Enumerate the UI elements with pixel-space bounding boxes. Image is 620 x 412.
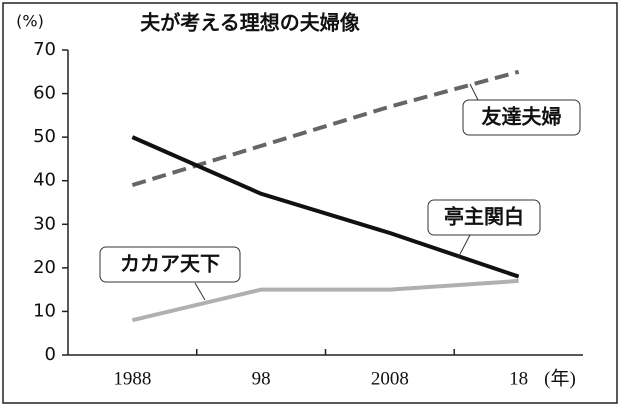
callout-box: [427, 199, 541, 236]
data-line: [131, 135, 520, 279]
series-label: 友達夫婦: [482, 105, 562, 129]
chart-title: 夫が考える理想の夫婦像: [140, 11, 360, 35]
y-tick-label: 20: [33, 257, 56, 278]
x-tick-label: 2008: [371, 368, 409, 389]
y-tick-label: 0: [45, 344, 56, 365]
y-tick-label: 50: [33, 126, 56, 147]
callout-pointer: [469, 83, 479, 101]
series-label: カカア天下: [120, 252, 220, 276]
callout-pointer: [194, 282, 206, 301]
callout-pointer: [457, 234, 471, 259]
y-tick-label: 60: [33, 83, 56, 104]
x-axis-label: (年): [544, 367, 576, 389]
callout-box: [99, 246, 241, 283]
callout-box: [462, 99, 581, 136]
y-tick-label: 40: [33, 170, 56, 191]
data-line: [131, 69, 520, 187]
x-tick-label: 18: [509, 368, 528, 389]
y-tick-label: 70: [33, 39, 56, 60]
series-label: 亭主関白: [444, 205, 524, 229]
y-tick-label: 10: [33, 300, 56, 321]
y-tick-label: 30: [33, 213, 56, 234]
y-axis-label: (%): [16, 12, 44, 31]
data-line: [131, 278, 519, 323]
frame: [2, 2, 618, 404]
x-tick-label: 1988: [113, 368, 151, 389]
x-tick-label: 98: [252, 368, 271, 389]
